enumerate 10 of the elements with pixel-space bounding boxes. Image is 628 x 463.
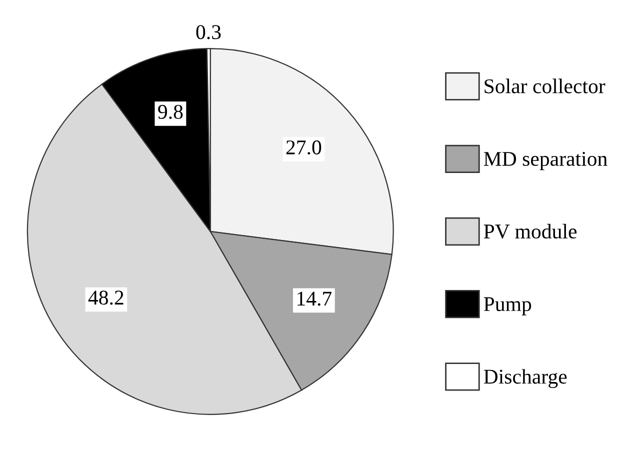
- legend-label: Discharge: [484, 369, 567, 388]
- data-label: 27.0: [286, 140, 322, 155]
- legend-label: MD separation: [484, 152, 608, 170]
- data-label: 0.3: [196, 25, 221, 40]
- legend-label: Solar collector: [484, 78, 606, 94]
- data-label: 9.8: [158, 104, 183, 119]
- data-label: 14.7: [298, 292, 332, 306]
- data-label: 48.2: [88, 290, 124, 305]
- legend-label: Pump: [484, 297, 532, 316]
- legend-label: PV module: [484, 224, 577, 239]
